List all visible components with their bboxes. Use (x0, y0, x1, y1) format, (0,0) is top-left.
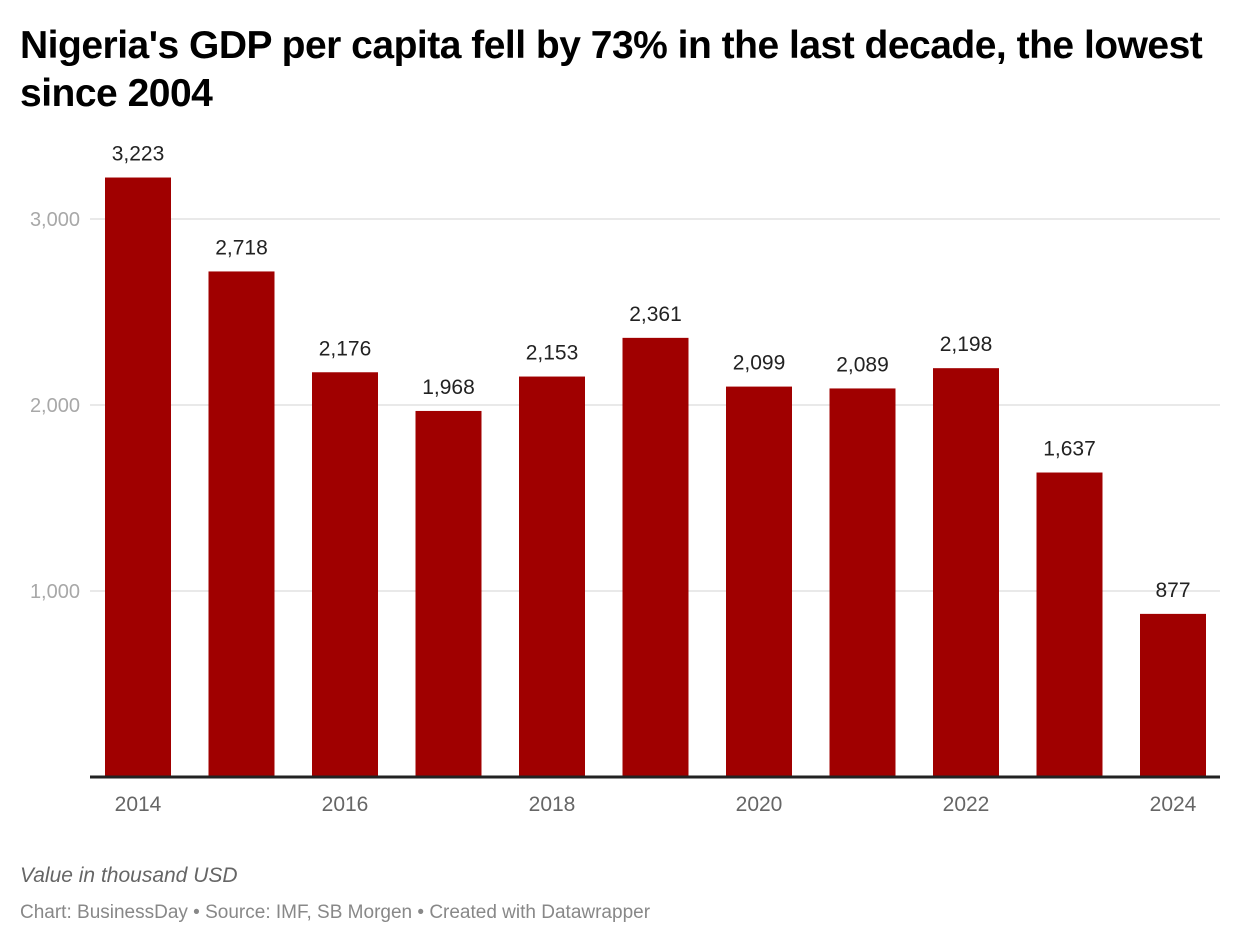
chart-credit: Chart: BusinessDay (20, 902, 188, 923)
value-label: 3,223 (112, 143, 165, 166)
value-label: 2,099 (733, 352, 786, 375)
bar-2021[interactable] (829, 388, 896, 777)
bar-2024[interactable] (1140, 613, 1206, 777)
y-tick-label: 2,000 (30, 395, 80, 417)
chart-footer: Chart: BusinessDay • Source: IMF, SB Mor… (20, 902, 650, 924)
x-tick-label: 2022 (943, 793, 990, 816)
bar-2016[interactable] (312, 372, 378, 777)
bars (105, 177, 1206, 778)
x-tick-label: 2020 (736, 793, 783, 816)
value-label: 2,153 (526, 342, 579, 365)
value-label: 2,361 (629, 303, 682, 326)
bar-2018[interactable] (519, 376, 585, 777)
chart-title: Nigeria's GDP per capita fell by 73% in … (20, 24, 1203, 115)
x-tick-label: 2016 (322, 793, 369, 816)
value-label: 2,089 (836, 353, 889, 376)
x-tick-label: 2014 (115, 793, 162, 816)
bar-2022[interactable] (933, 368, 999, 777)
bar-2017[interactable] (415, 410, 482, 777)
footer-separator: • (187, 902, 206, 923)
x-axis-ticks: 2014 2016 2018 2020 2022 2024 (115, 793, 1197, 816)
bar-2023[interactable] (1036, 472, 1103, 777)
source-credit: Source: IMF, SB Morgen (205, 902, 413, 923)
y-tick-label: 3,000 (30, 209, 80, 231)
y-axis-ticks: 1,000 2,000 3,000 (30, 209, 80, 603)
y-tick-label: 1,000 (30, 581, 80, 603)
value-label: 877 (1155, 579, 1190, 602)
value-label: 2,176 (319, 337, 372, 360)
value-label: 1,968 (422, 376, 475, 399)
bar-2020[interactable] (726, 386, 792, 777)
value-labels: 3,223 2,718 2,176 1,968 2,153 2,361 2,099 2,089… (112, 143, 1191, 602)
unit-note: Value in thousand USD (20, 864, 238, 887)
created-with-credit[interactable]: Created with Datawrapper (429, 902, 651, 923)
x-tick-label: 2018 (529, 793, 576, 816)
value-label: 2,198 (940, 333, 993, 356)
value-label: 1,637 (1043, 438, 1096, 461)
bar-2019[interactable] (622, 337, 689, 777)
bar-2014[interactable] (105, 177, 171, 778)
bar-2015[interactable] (208, 271, 275, 777)
footer-separator: • (412, 902, 430, 923)
value-label: 2,718 (215, 236, 268, 259)
x-tick-label: 2024 (1150, 793, 1197, 816)
